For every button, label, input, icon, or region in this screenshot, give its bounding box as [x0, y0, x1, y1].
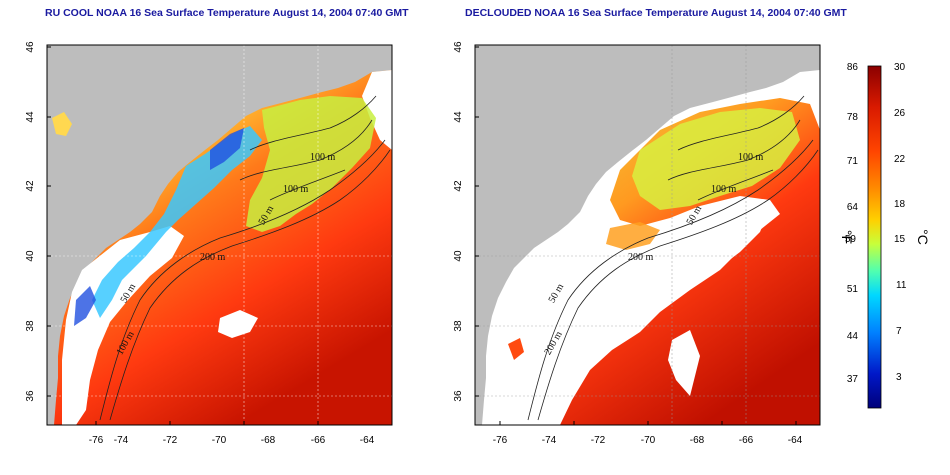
fahrenheit-tick: 51 — [847, 284, 859, 295]
fahrenheit-tick: 71 — [847, 156, 859, 167]
lon-tick-label: -64 — [360, 435, 375, 446]
lon-tick-label: -76 — [493, 435, 508, 446]
contour-label: 100 m — [310, 152, 336, 163]
warm-shelf-water — [246, 96, 376, 232]
bathymetry-contours — [527, 95, 819, 421]
lat-tick-label: 40 — [453, 250, 464, 262]
map-panel-right: 100 m 100 m 50 m 200 m 50 m 200 m — [475, 45, 820, 425]
lat-tick-label: 36 — [453, 390, 464, 402]
lat-tick-label: 42 — [453, 180, 464, 192]
lat-tick-label: 38 — [25, 320, 36, 332]
lon-tick-label: -66 — [311, 435, 326, 446]
fahrenheit-unit-label: °F — [839, 230, 855, 244]
lat-tick-label: 42 — [25, 180, 36, 192]
lon-tick-label: -68 — [690, 435, 705, 446]
lon-tick-label: -76 — [89, 435, 104, 446]
graticule — [47, 45, 392, 425]
fahrenheit-tick: 64 — [847, 202, 859, 213]
map-frame-left — [46, 44, 393, 426]
offshore-patch — [52, 112, 72, 136]
lon-tick-label: -72 — [591, 435, 606, 446]
fahrenheit-scale: 86 78 71 64 59 51 44 37 — [845, 62, 859, 385]
graticule — [475, 45, 820, 425]
contour-label: 200 m — [628, 252, 654, 263]
lat-tick-label: 40 — [25, 250, 36, 262]
cloud-patch — [218, 310, 258, 338]
celsius-scale: 30 26 22 18 15 11 7 3 — [894, 62, 907, 383]
lon-tick-label: -64 — [788, 435, 803, 446]
colorbar — [867, 65, 882, 409]
lon-tick-label: -70 — [641, 435, 656, 446]
lat-tick-label: 44 — [25, 111, 36, 123]
lat-tick-label: 46 — [453, 41, 464, 53]
lat-tick-label: 38 — [453, 320, 464, 332]
celsius-tick: 7 — [896, 326, 902, 337]
celsius-tick: 15 — [894, 234, 906, 245]
fahrenheit-tick: 59 — [845, 234, 857, 245]
axis-ticks-left — [47, 46, 393, 425]
lon-tick-label: -72 — [163, 435, 178, 446]
cloud-gap — [586, 296, 660, 360]
celsius-tick: 18 — [894, 199, 906, 210]
lat-tick-label: 44 — [453, 111, 464, 123]
bathymetry-contours — [99, 95, 391, 421]
lon-tick-label: -68 — [261, 435, 276, 446]
map-panel-left: 100 m 100 m 50 m 200 m 50 m 100 m — [47, 45, 392, 425]
lon-tick-label: -74 — [542, 435, 557, 446]
celsius-unit-label: °C — [915, 229, 931, 245]
land-mass — [47, 45, 392, 425]
cool-coastal-water — [74, 286, 96, 326]
coastal-patch — [508, 338, 524, 360]
contour-label: 100 m — [738, 152, 764, 163]
contour-label: 200 m — [200, 252, 226, 263]
land-mass — [475, 45, 820, 425]
fahrenheit-tick: 78 — [847, 112, 859, 123]
warm-shelf-water — [606, 222, 660, 250]
cloud-patch — [62, 226, 184, 425]
cloud-gap — [644, 208, 770, 300]
fahrenheit-tick: 86 — [847, 62, 859, 73]
contour-label: 100 m — [283, 184, 309, 195]
axis-ticks-right — [475, 46, 797, 425]
contour-label: 100 m — [711, 184, 737, 195]
cloud-patch — [362, 70, 392, 150]
map-title-left: RU COOL NOAA 16 Sea Surface Temperature … — [45, 7, 409, 19]
lat-tick-label: 36 — [25, 390, 36, 402]
celsius-tick: 30 — [894, 62, 906, 73]
cloud-gap — [668, 330, 700, 396]
cool-coastal-water — [210, 128, 244, 170]
fahrenheit-tick: 44 — [847, 331, 859, 342]
celsius-tick: 22 — [894, 154, 906, 165]
lon-tick-label: -74 — [114, 435, 129, 446]
lon-tick-label: -66 — [739, 435, 754, 446]
warm-shelf-water — [632, 108, 800, 210]
fahrenheit-tick: 37 — [847, 374, 859, 385]
celsius-tick: 26 — [894, 108, 906, 119]
celsius-tick: 3 — [896, 372, 902, 383]
map-title-right: DECLOUDED NOAA 16 Sea Surface Temperatur… — [465, 7, 847, 19]
lat-tick-label: 46 — [25, 41, 36, 53]
cool-coastal-water — [92, 126, 262, 318]
celsius-tick: 11 — [896, 280, 907, 291]
lon-tick-label: -70 — [212, 435, 227, 446]
